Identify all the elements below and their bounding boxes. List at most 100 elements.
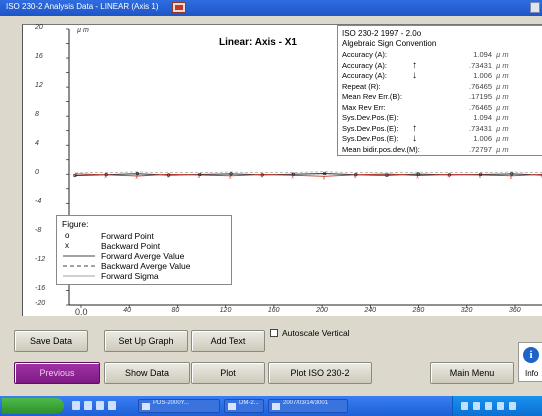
y-tick-label: -8: [35, 227, 42, 235]
y-tick-label: 16: [35, 53, 43, 61]
backward-point: x: [323, 175, 326, 181]
quick-launch-icon[interactable]: [96, 401, 104, 410]
backward-point: x: [354, 174, 357, 180]
backward-point: x: [291, 174, 294, 180]
quick-launch-icon[interactable]: [108, 401, 116, 410]
arrow-down-icon: ↓: [412, 133, 417, 144]
start-button[interactable]: [2, 398, 64, 414]
y-tick-label: 20: [35, 24, 43, 31]
stats-unit: µ m: [496, 92, 509, 101]
stats-value: .17195: [469, 92, 492, 101]
stats-subtitle: Algebraic Sign Convention: [342, 39, 437, 48]
backward-point: x: [385, 173, 388, 179]
stats-unit: µ m: [496, 71, 509, 80]
arrow-up-icon: ↑: [412, 122, 417, 134]
y-tick-label: 4: [35, 140, 39, 148]
y-tick-label: 12: [35, 82, 43, 90]
info-icon: i: [523, 347, 539, 363]
autoscale-vertical-checkbox[interactable]: Autoscale Vertical: [270, 328, 350, 338]
tray-icon[interactable]: [497, 402, 504, 410]
stats-row: Sys.Dev.Pos.(E): 1.006 µ m ↓: [342, 133, 542, 144]
stats-label: Mean bidir.pos.dev.(M):: [342, 144, 420, 154]
x-tick-label: 360: [509, 307, 521, 314]
tray-icon[interactable]: [461, 402, 468, 410]
x-tick-label: 40: [123, 307, 132, 314]
tray-icon[interactable]: [485, 402, 492, 410]
y-tick-label: -4: [35, 198, 42, 206]
stats-row: Accuracy (A): 1.094 µ m: [342, 50, 542, 59]
backward-point: x: [510, 175, 513, 181]
stats-unit: µ m: [496, 60, 509, 70]
taskbar: PDS-2000Y... DM-2... 2007/03/14/3001: [0, 396, 542, 416]
quick-launch-icon[interactable]: [72, 401, 80, 410]
x-tick-label: 0.0: [75, 307, 88, 317]
legend-item: Backward Averge Value: [63, 261, 233, 271]
stats-row: Max Rev Err: .76465 µ m: [342, 103, 542, 112]
legend-item: Forward Sigma: [63, 271, 233, 281]
tray-icon[interactable]: [473, 402, 480, 410]
taskbar-item[interactable]: 2007/03/14/3001: [268, 399, 348, 413]
stats-value: .73431: [469, 123, 492, 133]
plot-button[interactable]: Plot: [191, 362, 265, 384]
taskbar-item[interactable]: PDS-2000Y...: [138, 399, 220, 413]
legend-heading: Figure:: [62, 219, 89, 229]
y-tick-label: -16: [35, 285, 46, 293]
forward-point: [198, 172, 202, 177]
backward-point: x: [260, 174, 263, 180]
backward-average-line: [74, 173, 542, 177]
forward-point: [447, 173, 452, 177]
set-up-graph-button[interactable]: Set Up Graph: [104, 330, 188, 352]
y-tick-label: -20: [35, 300, 46, 307]
main-menu-button[interactable]: Main Menu: [430, 362, 514, 384]
graph-title: Linear: Axis - X1: [219, 37, 297, 48]
legend-line-icon: [63, 265, 95, 267]
x-tick-label: 120: [219, 307, 232, 314]
forward-point: [291, 172, 296, 176]
legend-item: x Backward Point: [63, 241, 233, 251]
taskbar-item[interactable]: DM-2...: [224, 399, 264, 413]
stats-value: .72797: [469, 144, 492, 154]
show-data-button[interactable]: Show Data: [104, 362, 190, 384]
stats-value: .76465: [469, 81, 492, 91]
forward-point: [322, 171, 327, 176]
previous-button[interactable]: Previous: [14, 362, 100, 384]
stats-unit: µ m: [496, 102, 509, 112]
stats-label: Repeat (R):: [342, 81, 381, 91]
legend-label: Backward Point: [101, 241, 161, 251]
info-label: Info: [525, 369, 539, 378]
tray-icon[interactable]: [509, 402, 516, 410]
forward-sigma-line: [74, 171, 542, 174]
forward-point: [416, 172, 420, 176]
plot-iso-button[interactable]: Plot ISO 230-2: [268, 362, 372, 384]
legend-label: Forward Averge Value: [101, 251, 185, 261]
add-text-button[interactable]: Add Text: [191, 330, 265, 352]
quick-launch-icon[interactable]: [84, 401, 92, 410]
forward-point: [478, 172, 483, 177]
stats-label: Sys.Dev.Pos.(E):: [342, 123, 399, 133]
forward-point: [104, 173, 108, 177]
stats-label: Mean Rev Err.(B):: [342, 92, 403, 101]
autoscale-label: Autoscale Vertical: [282, 328, 350, 338]
stats-label: Sys.Dev.Pos.(E):: [342, 134, 399, 143]
save-data-button[interactable]: Save Data: [14, 330, 88, 352]
stats-value: 1.094: [473, 50, 492, 59]
statistics-panel: ISO 230-2 1997 - 2.0o Algebraic Sign Con…: [337, 25, 542, 156]
backward-point: x: [198, 174, 201, 180]
stats-row: Mean bidir.pos.dev.(M): .72797 µ m: [342, 145, 542, 154]
close-icon[interactable]: [530, 2, 540, 13]
forward-point: [260, 173, 264, 177]
arrow-up-icon: ↑: [412, 59, 417, 71]
backward-point: x: [73, 173, 76, 179]
stats-unit: µ m: [496, 123, 509, 133]
x-tick-label: 80: [171, 307, 180, 314]
legend-item: o Forward Point: [63, 231, 233, 241]
stats-label: Max Rev Err:: [342, 102, 386, 112]
stats-value: .76465: [469, 102, 492, 112]
stats-unit: µ m: [496, 81, 509, 91]
y-unit-label: µ m: [77, 27, 89, 34]
stats-unit: µ m: [496, 144, 509, 154]
arrow-down-icon: ↓: [412, 70, 417, 81]
info-button[interactable]: i Info: [518, 342, 542, 382]
stats-row: Accuracy (A): .73431 µ m ↑: [342, 59, 542, 71]
checkbox-icon[interactable]: [270, 329, 278, 337]
